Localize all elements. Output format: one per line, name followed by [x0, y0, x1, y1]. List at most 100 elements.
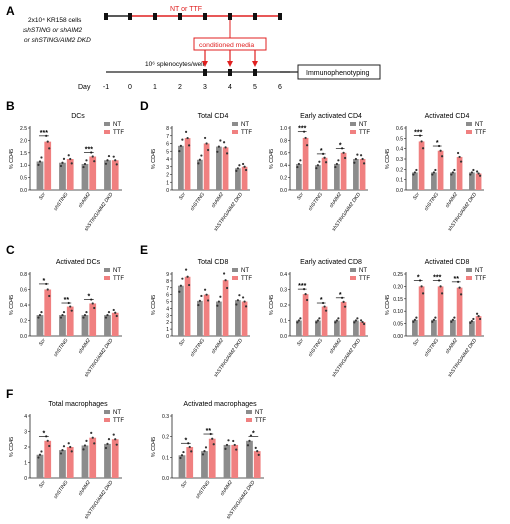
data-point [323, 305, 326, 308]
data-point [106, 442, 109, 445]
bar-nt [59, 162, 66, 190]
day-tick-label: 6 [278, 84, 282, 91]
data-point [212, 443, 215, 446]
data-point [337, 317, 340, 320]
data-point [450, 173, 453, 176]
data-point [104, 162, 108, 165]
bar-nt [178, 455, 186, 478]
data-point [440, 155, 444, 158]
significance-label: ** [454, 276, 460, 283]
y-tick-label: 0.15 [393, 297, 403, 303]
significance-label: * [87, 294, 90, 301]
data-point [178, 290, 181, 293]
timeline-schematic: 2x10⁴ KR158 cells shSTING or shAIM2 or s… [22, 6, 381, 91]
x-tick-label: Scr [38, 479, 47, 489]
bar-nt [235, 300, 241, 336]
legend-label-nt: NT [255, 410, 263, 416]
data-point [415, 316, 418, 319]
timeline-tick-top [203, 13, 207, 20]
data-point [107, 154, 111, 158]
chart-title: Total CD4 [198, 113, 229, 120]
y-tick-label: 1.5 [20, 151, 27, 157]
bar-nt [296, 320, 302, 336]
data-point [354, 319, 357, 322]
y-tick-label: 2.5 [20, 126, 27, 132]
legend-label-nt: NT [241, 268, 249, 274]
data-point [456, 151, 460, 155]
data-point [453, 316, 456, 319]
x-tick-label: shAIM2 [219, 480, 234, 498]
bar-nt [296, 163, 302, 190]
data-point [334, 165, 337, 169]
legend-swatch-nt [246, 410, 252, 414]
legend-label-nt: NT [359, 122, 367, 128]
data-point [38, 160, 42, 163]
y-tick-label: 0.10 [393, 309, 403, 315]
data-point [254, 446, 257, 450]
y-axis-label: % CD45 [269, 149, 275, 169]
cells-line-2: shSTING or shAIM2 [24, 27, 83, 34]
y-tick-label: 0 [166, 334, 169, 340]
y-tick-label: 0.1 [162, 455, 169, 461]
data-point [224, 447, 227, 451]
data-point [204, 446, 208, 449]
data-point [106, 313, 109, 317]
y-tick-label: 2 [24, 445, 27, 451]
significance-label: * [252, 430, 255, 437]
data-point [93, 160, 96, 163]
significance-label: *** [85, 147, 93, 154]
data-point [243, 300, 246, 303]
bar-ttf [437, 286, 444, 336]
significance-label: * [320, 148, 323, 155]
bar-ttf [418, 286, 425, 336]
data-point [477, 172, 480, 175]
y-tick-label: 3 [24, 430, 27, 436]
y-axis-label: % CD45 [269, 295, 275, 315]
legend-label-nt: NT [113, 122, 121, 128]
legend-label-ttf: TTF [475, 276, 486, 282]
data-point [114, 311, 117, 314]
y-tick-label: 4 [166, 157, 169, 163]
data-point [197, 162, 200, 165]
arrow-head [227, 61, 233, 67]
data-point [439, 149, 442, 152]
y-tick-label: 0.0 [396, 188, 403, 194]
timeline-tick-bottom [253, 69, 257, 76]
data-point [318, 160, 321, 163]
data-point [335, 319, 338, 322]
legend-swatch-nt [232, 268, 238, 272]
y-tick-label: 0.4 [280, 163, 287, 169]
legend-swatch-ttf [466, 276, 472, 280]
panel-letter-e: E [140, 243, 148, 257]
data-point [200, 294, 203, 298]
data-point [296, 321, 299, 324]
y-tick-label: 0.1 [280, 319, 287, 325]
x-tick-label: shSTING [53, 338, 70, 358]
bar-ttf [184, 276, 191, 336]
y-tick-label: 0.2 [396, 167, 403, 173]
bar-ttf [456, 287, 463, 336]
bar-ttf [359, 159, 366, 190]
legend-swatch-ttf [350, 130, 356, 134]
arrow-head [202, 61, 208, 67]
y-axis-label: % CD45 [9, 295, 15, 315]
data-point [299, 159, 302, 162]
data-point [61, 161, 64, 164]
significance-label: *** [298, 283, 306, 290]
y-tick-label: 2 [166, 173, 169, 179]
y-tick-label: 0.00 [393, 334, 403, 340]
x-tick-label: shAIM2 [210, 338, 225, 356]
data-point [297, 319, 300, 322]
chart-e3: Activated CD8 NT TTF 0.00 0.05 0.10 0.15 0.20 0.… [385, 259, 486, 378]
legend-label-ttf: TTF [255, 418, 266, 424]
data-point [225, 286, 229, 290]
data-point [342, 300, 345, 303]
data-point [421, 147, 425, 150]
significance-label: * [339, 292, 342, 299]
data-point [46, 140, 49, 143]
x-tick-label: shSTING [307, 192, 324, 212]
data-point [434, 316, 437, 319]
cells-line-3: or shSTING/AIM2 DKD [24, 37, 91, 44]
y-tick-label: 0.2 [162, 435, 169, 441]
legend-swatch-ttf [232, 276, 238, 280]
